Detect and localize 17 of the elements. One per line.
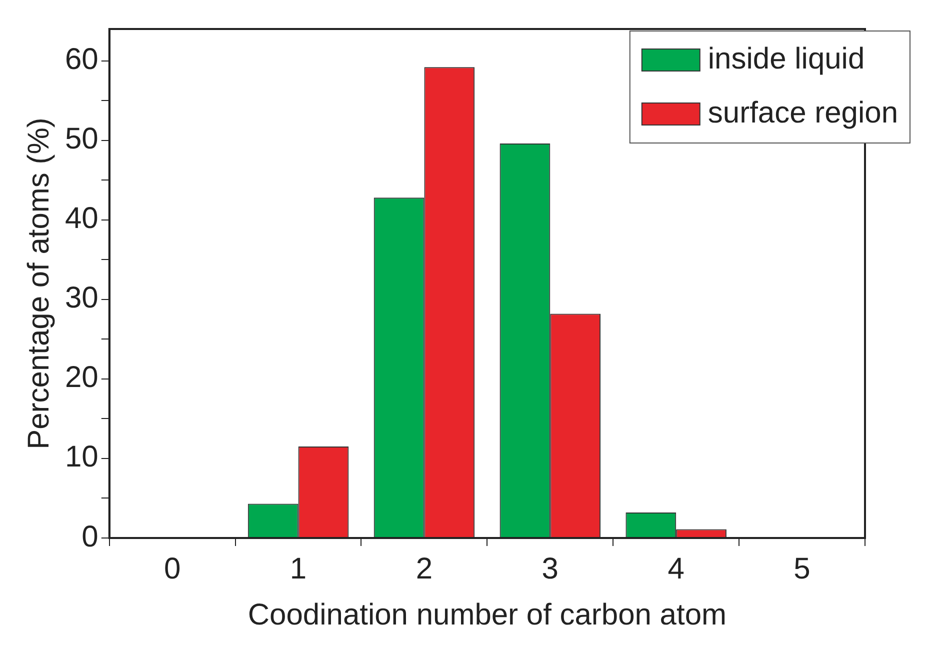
y-tick-label: 60	[64, 43, 98, 76]
x-tick-label: 4	[668, 552, 684, 586]
x-tick-label: 0	[164, 552, 181, 586]
x-axis-title: Coodination number of carbon atom	[248, 598, 726, 632]
y-tick-label: 30	[64, 282, 98, 315]
x-tick-label: 3	[542, 552, 558, 586]
y-tick-label: 20	[64, 361, 98, 394]
x-tick-label: 5	[794, 552, 810, 586]
y-tick-label: 40	[64, 202, 98, 236]
y-tick-label: 0	[82, 520, 98, 554]
y-tick-label: 10	[64, 440, 98, 474]
y-tick-label: 50	[64, 122, 98, 156]
legend-label: inside liquid	[708, 42, 865, 76]
x-tick-label: 1	[290, 552, 307, 586]
y-axis-title: Percentage of atoms (%)	[22, 118, 56, 450]
x-tick-label: 2	[416, 552, 433, 586]
legend-label: surface region	[708, 96, 898, 130]
